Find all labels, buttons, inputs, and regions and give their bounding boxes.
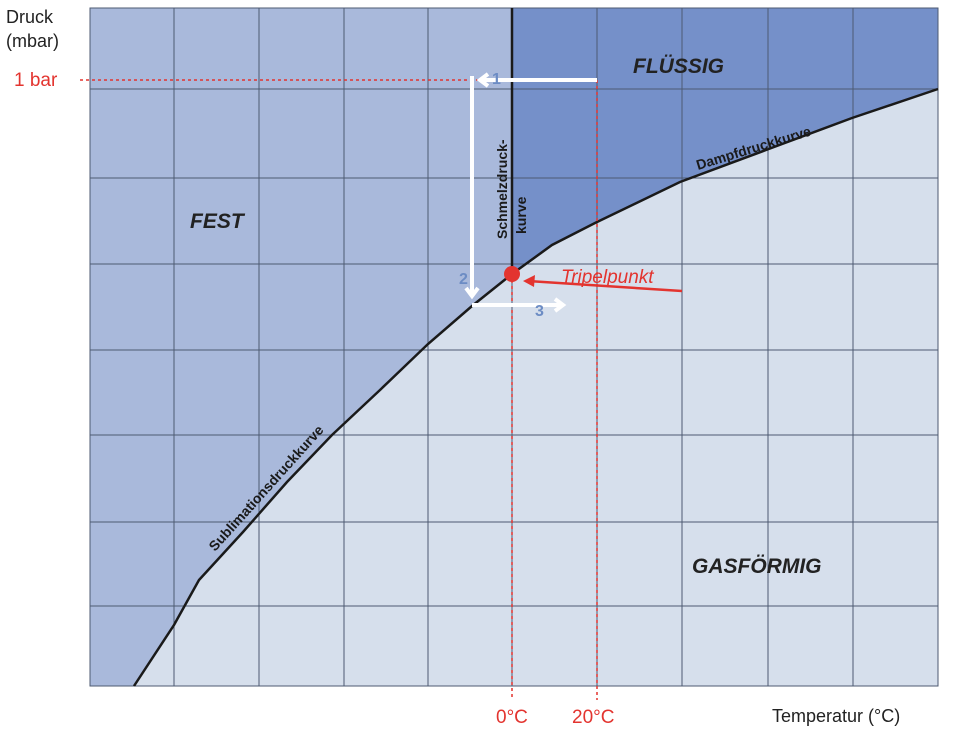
y-axis-label-line1: Druck xyxy=(6,7,54,27)
step-2: 2 xyxy=(459,271,468,288)
process-arrows xyxy=(464,72,597,313)
triple-point-pointer xyxy=(527,279,683,293)
liquid-region xyxy=(512,8,938,274)
step-1: 1 xyxy=(492,71,501,88)
region-solid-label: FEST xyxy=(190,210,246,233)
region-gas-label: GASFÖRMIG xyxy=(692,555,822,578)
x-axis-label: Temperatur (°C) xyxy=(772,706,900,726)
vapor-pressure-curve xyxy=(511,87,939,276)
sublimation-curve xyxy=(132,273,513,687)
y-axis-label-line2: (mbar) xyxy=(6,31,59,51)
pressure-1bar-label: 1 bar xyxy=(14,70,58,91)
melting-curve-label-line2: kurve xyxy=(513,196,529,234)
temp-0-label: 0°C xyxy=(496,707,528,728)
step-3: 3 xyxy=(535,303,544,320)
temp-20-label: 20°C xyxy=(572,707,614,728)
reference-lines xyxy=(80,79,598,700)
melting-curve-label-line1: Schmelzdruck- xyxy=(494,139,510,239)
region-liquid-label: FLÜSSIG xyxy=(633,55,724,78)
triple-point-label: Tripelpunkt xyxy=(561,267,654,288)
triple-point-arrowhead xyxy=(523,275,535,287)
triple-point-marker xyxy=(504,266,520,282)
